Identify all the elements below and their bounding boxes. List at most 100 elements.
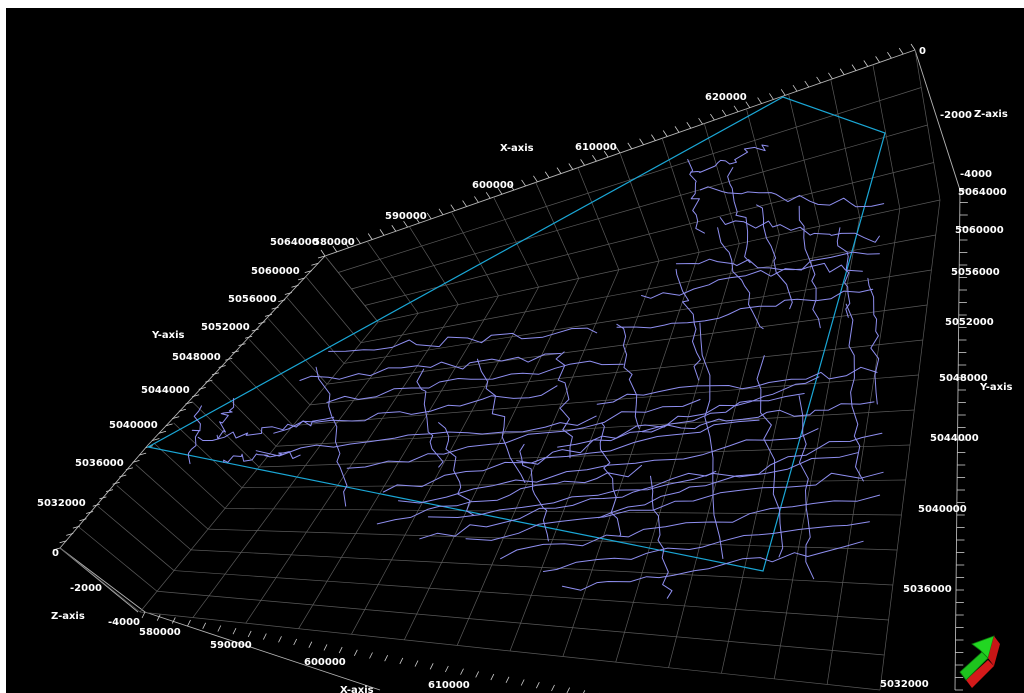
tick-mark — [321, 250, 325, 256]
tick-mark — [521, 680, 524, 686]
fault-trace — [757, 356, 783, 557]
tick-mark — [687, 122, 691, 128]
fault-traces — [188, 145, 883, 598]
z-axis-name-left: Z-axis — [51, 611, 85, 622]
tick-mark — [430, 663, 433, 669]
tick-mark — [157, 615, 160, 621]
y-tick-right-5044000: 5044000 — [930, 433, 979, 444]
tick-mark — [567, 688, 570, 693]
z-tick-right-minus2000: -2000 — [940, 110, 972, 121]
3d-scene-svg[interactable]: 620000 610000 600000 590000 580000 X-axi… — [6, 8, 1024, 693]
fault-trace — [597, 367, 877, 404]
fault-trace — [691, 145, 769, 173]
tick-mark — [427, 213, 431, 219]
green-red-3d-arrow-icon[interactable] — [960, 636, 1000, 688]
tick-mark — [119, 475, 126, 477]
tick-mark — [663, 131, 667, 137]
z-tick-left-minus4000: -4000 — [108, 617, 140, 628]
tick-mark — [248, 631, 251, 637]
tick-mark — [675, 126, 679, 132]
tick-mark — [557, 168, 561, 174]
x-tick-top-620000: 620000 — [705, 92, 747, 103]
y-tick-left-5052000: 5052000 — [201, 322, 250, 333]
tick-mark — [864, 60, 868, 66]
x-tick-top-610000: 610000 — [575, 142, 617, 153]
tick-mark — [239, 344, 246, 346]
tick-mark — [592, 155, 596, 161]
grid-line-x — [669, 235, 780, 668]
grid-line-x — [721, 226, 819, 673]
3d-scene-canvas[interactable]: 620000 610000 600000 590000 580000 X-axi… — [6, 8, 1024, 693]
tick-mark — [769, 93, 773, 99]
x-axis-name-top: X-axis — [500, 143, 534, 154]
fault-trace — [676, 259, 862, 272]
y-axis-name-left: Y-axis — [151, 330, 185, 341]
tick-mark — [722, 110, 726, 116]
fault-trace — [327, 361, 623, 402]
tick-mark — [218, 626, 221, 632]
tick-mark — [354, 650, 357, 656]
y-axis-name-right: Y-axis — [979, 382, 1013, 393]
z-axis-name-right: Z-axis — [974, 109, 1008, 120]
tick-mark — [793, 85, 797, 91]
tick-mark — [758, 98, 762, 104]
x-tick-bottom-590000: 590000 — [210, 640, 252, 651]
fault-trace — [558, 377, 819, 447]
tick-mark — [545, 172, 549, 178]
tick-mark — [552, 685, 555, 691]
fault-trace — [718, 228, 764, 329]
y-tick-right-5052000: 5052000 — [945, 317, 994, 328]
tick-mark — [73, 526, 80, 528]
tick-mark — [404, 221, 408, 227]
grid-line-wall-left — [249, 339, 310, 404]
tick-mark — [356, 238, 360, 244]
tick-mark — [126, 468, 133, 470]
fault-trace — [316, 367, 347, 506]
tick-mark — [279, 636, 282, 642]
fault-trace — [700, 323, 723, 559]
tick-mark — [339, 647, 342, 653]
fault-trace — [799, 396, 814, 579]
fault-trace — [256, 416, 596, 456]
y-tick-left-5044000: 5044000 — [141, 385, 190, 396]
tick-mark — [285, 293, 292, 295]
grid-line-y — [208, 529, 897, 550]
tick-mark — [461, 669, 464, 675]
tick-mark — [852, 65, 856, 71]
tick-mark — [192, 395, 199, 397]
tick-mark — [278, 300, 285, 302]
grid-line-wall-left — [117, 485, 191, 549]
x-tick-bottom-600000: 600000 — [304, 657, 346, 668]
tick-mark — [233, 628, 236, 634]
tick-mark — [887, 52, 891, 58]
fault-trace — [417, 369, 443, 467]
tick-mark — [263, 634, 266, 640]
grid-line-x — [827, 209, 900, 685]
z-tick-left-minus2000: -2000 — [70, 583, 102, 594]
y-tick-right-5056000: 5056000 — [951, 267, 1000, 278]
y-tick-left-5064000: 5064000 — [270, 237, 319, 248]
tick-mark — [491, 674, 494, 680]
tick-mark — [463, 201, 467, 207]
tick-mark — [699, 118, 703, 124]
y-tick-left-5032000: 5032000 — [37, 498, 86, 509]
fault-trace — [599, 433, 882, 518]
tick-mark — [385, 655, 388, 661]
fault-trace — [562, 541, 863, 590]
tick-mark — [569, 163, 573, 169]
tick-mark — [651, 135, 655, 141]
tick-mark — [817, 77, 821, 83]
fault-trace — [399, 429, 819, 503]
fault-trace — [617, 289, 873, 328]
tick-mark — [380, 229, 384, 235]
grid-line-y — [225, 508, 901, 515]
grid-line-wall-left — [79, 527, 157, 591]
tick-mark — [294, 639, 297, 645]
tick-mark — [188, 620, 191, 626]
tick-mark — [392, 225, 396, 231]
tick-mark — [439, 209, 443, 215]
tick-mark — [805, 81, 809, 87]
tick-mark — [476, 671, 479, 677]
tick-mark — [142, 612, 145, 618]
x-tick-bottom-610000: 610000 — [428, 680, 470, 691]
